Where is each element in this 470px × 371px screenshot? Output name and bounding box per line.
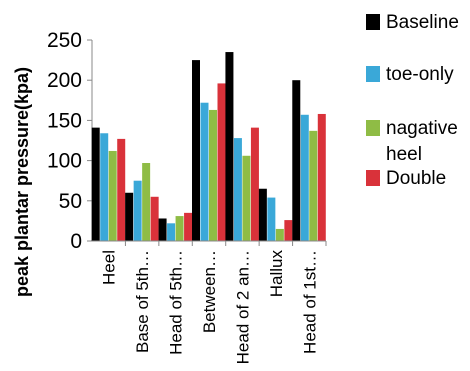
bar-double [317,113,326,241]
y-tick-label: 200 [47,69,82,92]
y-tick-label: 250 [47,29,82,52]
bar-baseline [292,80,301,241]
bar-baseline [125,192,134,241]
legend-swatch [366,66,380,82]
bar-nagative-heel [209,109,217,241]
y-tick-label: 50 [59,190,82,213]
bar-double [117,138,126,241]
bar-nagative-heel [108,150,117,241]
bar-toe-only [267,197,276,241]
bar-baseline [258,188,267,241]
legend-label: nagative [386,118,458,139]
bar-toe-only [200,102,209,241]
bar-toe-only [233,138,242,241]
bar-toe-only [133,180,142,241]
x-axis: Heel Base of 5th… Head of 5th… Between… Head… [92,240,327,364]
legend-label: toe-only [386,64,454,85]
x-tick-label: Head of 5th… [167,250,186,355]
x-tick-label: Hallux [267,250,286,298]
y-axis: 0 50 100 150 200 250 [47,29,93,253]
y-tick-label: 150 [47,109,82,132]
bar-double [150,196,159,241]
legend-label: Baseline [386,12,459,33]
bar-baseline [158,218,167,241]
x-tick-label: Heel [100,250,119,285]
bar-nagative-heel [142,163,151,241]
bar-double [250,127,259,241]
legend-swatch [366,170,380,186]
bar-toe-only [300,114,309,241]
bar-nagative-heel [275,228,284,241]
bar-toe-only [100,133,109,241]
legend: Baseline toe-only nagative heel Double [366,12,459,189]
y-tick-label: 100 [47,150,82,173]
bar-toe-only [167,223,176,241]
bar-nagative-heel [309,130,318,241]
bar-nagative-heel [242,155,251,241]
x-tick-label: Head of 1st… [300,250,319,354]
x-tick-label: Head of 2 an… [233,250,252,364]
bars [91,52,326,242]
bar-baseline [192,60,200,241]
x-tick-label: Base of 5th… [133,250,152,353]
bar-double [284,220,293,241]
y-axis-title: peak plantar pressure(kpa) [12,67,32,297]
x-tick-label: Between… [200,250,219,333]
bar-double [217,83,226,241]
legend-swatch [366,14,380,30]
bar-double [184,212,193,241]
bar-nagative-heel [175,216,184,241]
legend-label: Double [386,168,446,189]
bar-baseline [225,52,234,242]
bar-baseline [91,127,100,241]
legend-swatch [366,120,380,136]
legend-label: heel [386,144,422,165]
y-tick-label: 0 [70,230,82,253]
